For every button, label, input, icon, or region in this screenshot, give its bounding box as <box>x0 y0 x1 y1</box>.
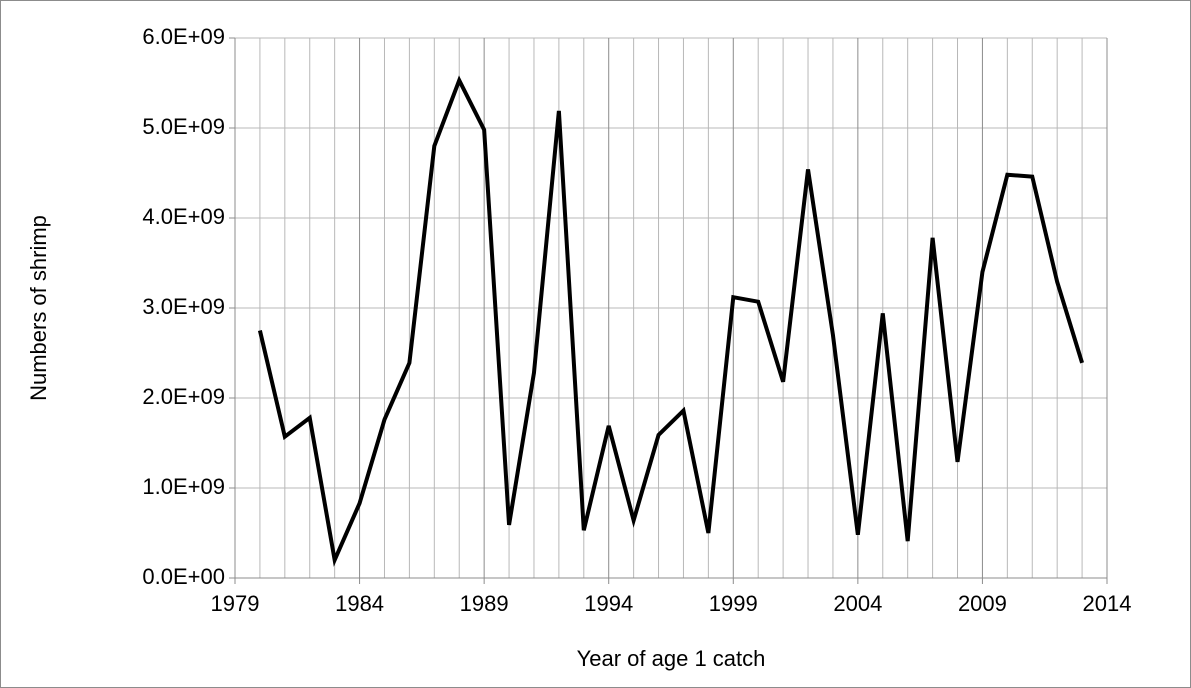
x-tick-label: 1994 <box>584 591 633 616</box>
x-tick-label: 1999 <box>709 591 758 616</box>
x-tick-label: 1989 <box>460 591 509 616</box>
x-tick-label: 1984 <box>335 591 384 616</box>
x-axis-title: Year of age 1 catch <box>577 646 766 671</box>
x-tick-label: 2009 <box>958 591 1007 616</box>
x-tick-label: 1979 <box>211 591 260 616</box>
y-tick-label: 4.0E+09 <box>142 204 225 229</box>
data-line <box>257 75 1085 567</box>
y-tick-label: 6.0E+09 <box>142 24 225 49</box>
x-tick-label: 2014 <box>1083 591 1132 616</box>
y-axis-title: Numbers of shrimp <box>26 215 51 401</box>
y-tick-label: 3.0E+09 <box>142 294 225 319</box>
y-tick-label: 2.0E+09 <box>142 384 225 409</box>
y-tick-label: 0.0E+00 <box>142 564 225 589</box>
y-tick-label: 5.0E+09 <box>142 114 225 139</box>
y-tick-label: 1.0E+09 <box>142 474 225 499</box>
x-tick-label: 2004 <box>833 591 882 616</box>
